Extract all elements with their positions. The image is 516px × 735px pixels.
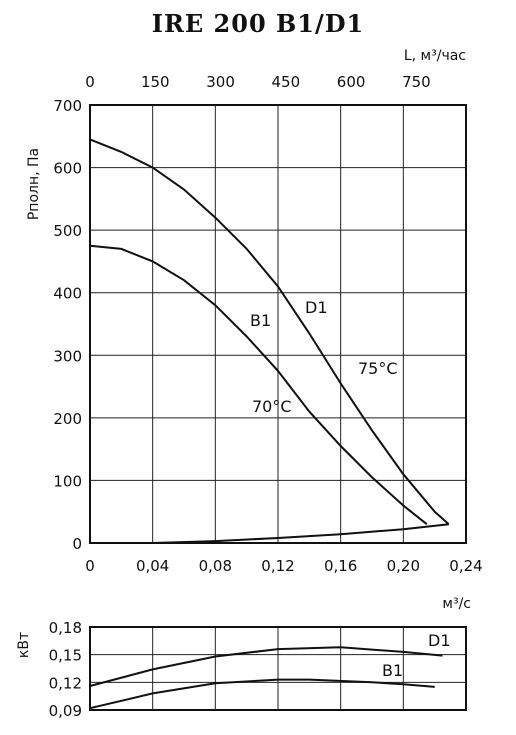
power-curve-b1 <box>89 678 435 710</box>
top-x-tick-label: 300 <box>206 73 235 91</box>
x-tick-label: 0,24 <box>449 557 482 575</box>
power-y-tick-label: 0,18 <box>49 619 82 637</box>
top-x-axis-label: L, м³/час <box>404 48 466 64</box>
annotation-75c: 75°C <box>358 359 398 378</box>
power-curve-d1 <box>89 646 443 687</box>
power-plot-frame <box>89 626 467 711</box>
top-x-tick-label: 150 <box>141 73 170 91</box>
power-chart: 0,18 0,15 0,12 0,09 кВт D1 B1 <box>16 619 467 720</box>
power-y-tick-label: 0,15 <box>49 647 82 665</box>
annotation-b1: B1 <box>250 311 271 330</box>
y-tick-label: 500 <box>53 222 82 240</box>
pressure-chart: 0 0,04 0,08 0,12 0,16 0,20 0,24 0 100 200 300 400 50… <box>26 48 483 612</box>
plot-frame <box>89 104 467 544</box>
x-tick-label: 0 <box>85 557 95 575</box>
curve-b1 <box>89 244 428 525</box>
power-label-d1: D1 <box>428 631 451 650</box>
top-x-tick-label: 600 <box>337 73 366 91</box>
power-label-b1: B1 <box>382 661 403 680</box>
curve-power-line <box>152 523 449 544</box>
x-tick-label: 0,16 <box>324 557 357 575</box>
top-x-tick-label: 750 <box>402 73 431 91</box>
x-tick-label: 0,20 <box>387 557 420 575</box>
x-tick-label: 0,04 <box>136 557 169 575</box>
annotation-70c: 70°C <box>252 397 292 416</box>
x-tick-label: 0,12 <box>261 557 294 575</box>
power-y-tick-label: 0,09 <box>49 702 82 720</box>
power-y-tick-label: 0,12 <box>49 674 82 692</box>
y-tick-label: 100 <box>53 472 82 490</box>
y-tick-label: 700 <box>53 97 82 115</box>
x-axis-label: м³/с <box>442 596 471 612</box>
x-tick-label: 0,08 <box>199 557 232 575</box>
y-axis-label: Pполн, Па <box>26 148 42 220</box>
curve-d1 <box>89 138 450 525</box>
chart-title: IRE 200 B1/D1 <box>152 9 365 38</box>
annotation-d1: D1 <box>305 298 328 317</box>
y-tick-label: 600 <box>53 160 82 178</box>
y-tick-label: 0 <box>72 535 82 553</box>
y-tick-label: 200 <box>53 410 82 428</box>
y-tick-label: 400 <box>53 285 82 303</box>
top-x-tick-label: 0 <box>85 73 95 91</box>
power-y-axis-label: кВт <box>16 632 32 658</box>
top-x-tick-label: 450 <box>272 73 301 91</box>
y-tick-label: 300 <box>53 347 82 365</box>
